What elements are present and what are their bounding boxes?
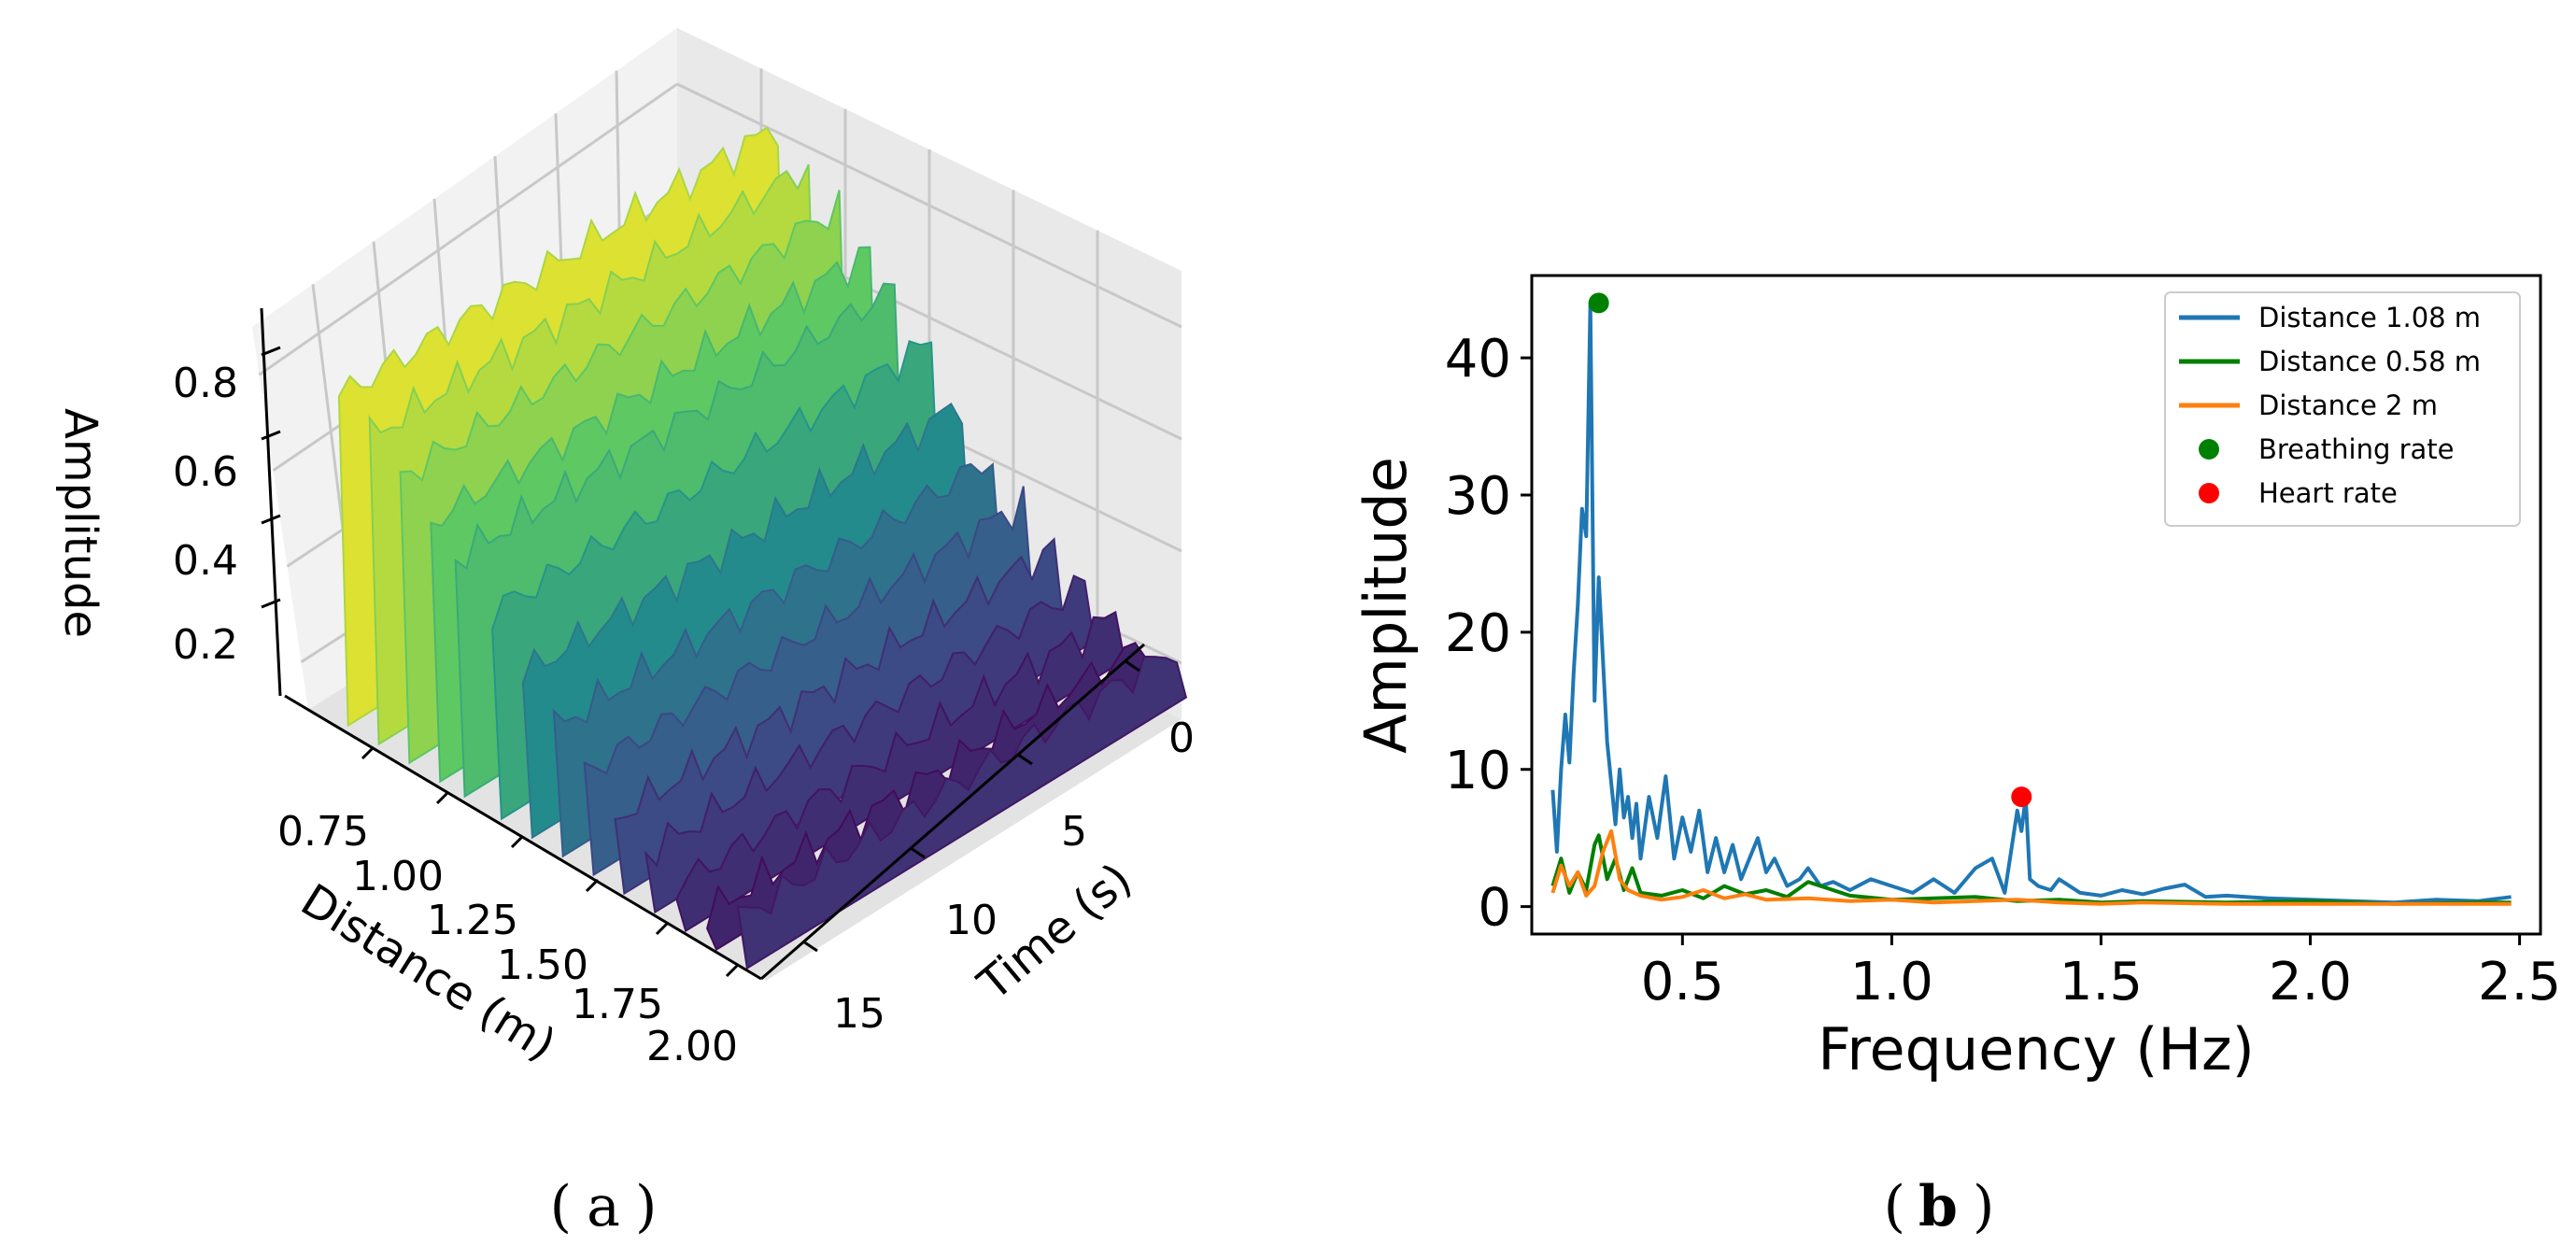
- panel-b-spectrum-plot: 0.5 1.0 1.5 2.0 2.5 0 10 20 30 40 Amplitude Frequ…: [1352, 274, 2561, 1083]
- z-axis-line: [260, 307, 282, 697]
- distance-tick-label: 1.75: [572, 981, 663, 1028]
- marker-heart-rate: [2011, 786, 2032, 808]
- x-tick-label: 0.5: [1641, 952, 1724, 1012]
- distance-tick-label: 1.00: [352, 853, 444, 900]
- y-tick-label: 0: [1478, 878, 1511, 939]
- series-lines: [1550, 301, 2512, 906]
- caption-a-label: a: [587, 1174, 620, 1239]
- time-tick-label: 5: [1061, 808, 1087, 856]
- time-tick-label: 10: [945, 897, 998, 944]
- legend-box: [2164, 291, 2521, 527]
- x-tick-label: 1.0: [1850, 952, 1933, 1012]
- svg-text:(: (: [550, 1174, 572, 1239]
- surface-ridges: [337, 126, 1188, 970]
- distance-tick-label: 0.75: [277, 808, 369, 856]
- time-tick-label: 15: [833, 990, 885, 1038]
- z-tick-label: 0.4: [173, 537, 238, 585]
- z-tick-label: 0.2: [173, 621, 238, 669]
- surface-ridge: [736, 655, 1188, 970]
- legend-label: Distance 1.08 m: [2258, 302, 2481, 333]
- series-line-distance-1-08-m: [1550, 301, 2512, 905]
- marker-breathing-rate: [1588, 292, 1609, 314]
- legend-label: Heart rate: [2258, 477, 2398, 509]
- y-axis-label: Amplitude: [1352, 457, 1420, 754]
- z-tick-label: 0.8: [173, 360, 238, 407]
- legend-label: Breathing rate: [2258, 433, 2455, 465]
- time-axis-ticks: [802, 659, 1140, 953]
- grid-line: [676, 82, 1182, 329]
- z-tick-label: 0.6: [173, 448, 238, 496]
- rate-markers: [1588, 292, 2032, 808]
- caption-a: ( a ): [550, 1174, 658, 1239]
- x-tick-label: 2.5: [2478, 952, 2561, 1012]
- legend-marker-breathing: [2199, 439, 2219, 460]
- legend-marker-heart: [2199, 483, 2219, 503]
- y-tick-label: 20: [1445, 603, 1511, 664]
- series-line-distance-2-m: [1550, 828, 2512, 906]
- distance-axis-ticks: [361, 745, 740, 978]
- time-axis-line: [760, 643, 1145, 981]
- axis-ticks: 0.5 1.0 1.5 2.0 2.5 0 10 20 30 40: [1445, 329, 2561, 1012]
- legend-label: Distance 2 m: [2258, 389, 2438, 421]
- svg-text:): ): [1973, 1174, 1994, 1239]
- distance-tick-label: 1.25: [427, 897, 518, 944]
- x-tick-label: 2.0: [2269, 952, 2352, 1012]
- distance-tick-label: 2.00: [646, 1023, 738, 1070]
- z-axis-ticks: [261, 346, 281, 609]
- y-tick-label: 40: [1445, 329, 1511, 389]
- y-tick-label: 30: [1445, 466, 1511, 527]
- svg-text:(: (: [1884, 1174, 1905, 1239]
- x-axis-label: Frequency (Hz): [1818, 1015, 2255, 1083]
- x-tick-label: 1.5: [2059, 952, 2143, 1012]
- z-axis-label: Amplitude: [54, 408, 106, 638]
- svg-text:): ): [635, 1174, 657, 1239]
- caption-b: ( b ): [1884, 1174, 1995, 1239]
- grid-line: [258, 82, 678, 376]
- panel-a-surface-plot: 0.2 0.4 0.6 0.8 Amplitude 0.75 1.00 1.25…: [54, 28, 1195, 1071]
- legend: Distance 1.08 m Distance 0.58 m Distance…: [2164, 291, 2521, 527]
- time-tick-label: 0: [1168, 715, 1195, 762]
- distance-tick-label: 1.50: [497, 941, 588, 989]
- caption-b-label: b: [1918, 1174, 1958, 1239]
- y-tick-label: 10: [1445, 741, 1511, 801]
- legend-label: Distance 0.58 m: [2258, 346, 2481, 377]
